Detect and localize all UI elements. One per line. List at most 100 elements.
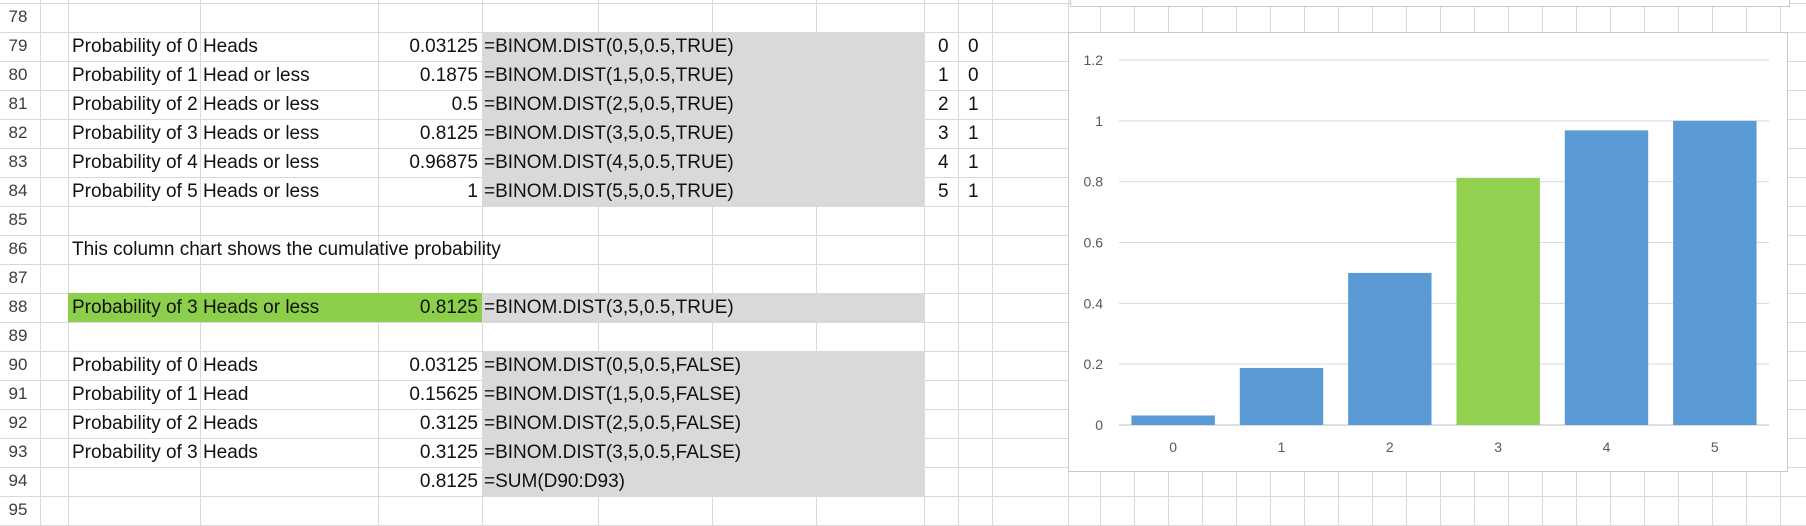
cell-formula[interactable]: =BINOM.DIST(0,5,0.5,TRUE) bbox=[484, 36, 734, 57]
cell-formula[interactable]: =BINOM.DIST(1,5,0.5,TRUE) bbox=[484, 65, 734, 86]
cell-label[interactable]: Probability of 2 Heads or less bbox=[72, 94, 320, 115]
cell-formula[interactable]: =BINOM.DIST(1,5,0.5,FALSE) bbox=[484, 384, 742, 405]
column-chart[interactable]: 0 0.2 0.4 0.6 0.8 1 1.2 0 1 2 3 4 5 bbox=[1068, 32, 1788, 472]
sum-value[interactable]: 0.8125 bbox=[419, 471, 478, 492]
column-gridline bbox=[200, 0, 201, 526]
cell-value[interactable]: 0.03125 bbox=[409, 355, 478, 376]
highlight-value[interactable]: 0.8125 bbox=[419, 297, 478, 318]
row-number[interactable]: 90 bbox=[8, 355, 28, 374]
row-number[interactable]: 84 bbox=[8, 181, 28, 200]
chart-bar bbox=[1673, 120, 1757, 425]
row-number[interactable]: 95 bbox=[8, 500, 28, 519]
row-number[interactable]: 87 bbox=[8, 268, 28, 287]
x-tick-label: 2 bbox=[1386, 439, 1394, 455]
cell-value[interactable]: 0.96875 bbox=[409, 152, 478, 173]
row-gridline bbox=[0, 235, 1806, 236]
formula-cell-fill bbox=[482, 351, 924, 380]
cell-k[interactable]: 4 bbox=[938, 152, 949, 173]
row-number[interactable]: 91 bbox=[8, 384, 28, 403]
cell-label[interactable]: Probability of 0 Heads bbox=[72, 355, 258, 376]
highlight-label[interactable]: Probability of 3 Heads or less bbox=[72, 297, 320, 318]
formula-cell-fill bbox=[482, 467, 924, 496]
cell-value[interactable]: 0.1875 bbox=[419, 65, 478, 86]
cell-formula[interactable]: =BINOM.DIST(2,5,0.5,FALSE) bbox=[484, 413, 742, 434]
cell-flag[interactable]: 1 bbox=[968, 181, 979, 202]
y-tick-label: 0.2 bbox=[1084, 356, 1104, 372]
cell-k[interactable]: 2 bbox=[938, 94, 949, 115]
cell-value[interactable]: 0.5 bbox=[451, 94, 478, 115]
x-tick-label: 0 bbox=[1169, 439, 1177, 455]
chart-bar bbox=[1564, 130, 1649, 425]
formula-cell-fill bbox=[482, 177, 924, 206]
cell-k[interactable]: 3 bbox=[938, 123, 949, 144]
chart-above-frame[interactable] bbox=[1070, 0, 1790, 7]
cell-flag[interactable]: 1 bbox=[968, 123, 979, 144]
cell-formula[interactable]: =BINOM.DIST(4,5,0.5,TRUE) bbox=[484, 152, 734, 173]
row-number[interactable]: 82 bbox=[8, 123, 28, 142]
row-number[interactable]: 92 bbox=[8, 413, 28, 432]
cell-value[interactable]: 0.15625 bbox=[409, 384, 478, 405]
formula-cell-fill bbox=[482, 380, 924, 409]
cell-formula[interactable]: =BINOM.DIST(0,5,0.5,FALSE) bbox=[484, 355, 742, 376]
cell-flag[interactable]: 0 bbox=[968, 65, 979, 86]
cell-value[interactable]: 0.3125 bbox=[419, 413, 478, 434]
formula-cell-fill bbox=[482, 61, 924, 90]
row-number[interactable]: 93 bbox=[8, 442, 28, 461]
cell-flag[interactable]: 1 bbox=[968, 152, 979, 173]
cell-k[interactable]: 0 bbox=[938, 36, 949, 57]
cell-label[interactable]: Probability of 2 Heads bbox=[72, 413, 258, 434]
chart-svg: 0 0.2 0.4 0.6 0.8 1 1.2 0 1 2 3 4 5 bbox=[1084, 52, 1769, 455]
cell-k[interactable]: 1 bbox=[938, 65, 949, 86]
cell-label[interactable]: Probability of 4 Heads or less bbox=[72, 152, 320, 173]
cell-formula[interactable]: =BINOM.DIST(2,5,0.5,TRUE) bbox=[484, 94, 734, 115]
x-tick-label: 1 bbox=[1278, 439, 1286, 455]
cell-label[interactable]: Probability of 3 Heads bbox=[72, 442, 258, 463]
row-number[interactable]: 81 bbox=[8, 94, 28, 113]
cell-label[interactable]: Probability of 1 Head or less bbox=[72, 65, 310, 86]
row-number[interactable]: 89 bbox=[8, 326, 28, 345]
column-gridline bbox=[992, 0, 993, 526]
cell-value[interactable]: 0.03125 bbox=[409, 36, 478, 57]
column-gridline bbox=[924, 0, 925, 526]
column-gridline bbox=[40, 0, 41, 526]
formula-cell-fill bbox=[482, 90, 924, 119]
cell-k[interactable]: 5 bbox=[938, 181, 949, 202]
row-number[interactable]: 78 bbox=[8, 7, 28, 26]
cell-flag[interactable]: 1 bbox=[968, 94, 979, 115]
row-number[interactable]: 86 bbox=[8, 239, 28, 258]
cell-formula[interactable]: =BINOM.DIST(3,5,0.5,TRUE) bbox=[484, 123, 734, 144]
chart-bar bbox=[1456, 177, 1540, 425]
cell-value[interactable]: 0.3125 bbox=[419, 442, 478, 463]
formula-cell-fill bbox=[482, 409, 924, 438]
chart-bar bbox=[1348, 272, 1432, 425]
cell-value[interactable]: 0.8125 bbox=[419, 123, 478, 144]
sum-formula[interactable]: =SUM(D90:D93) bbox=[484, 471, 625, 492]
y-tick-label: 1.2 bbox=[1084, 52, 1104, 68]
row-number[interactable]: 85 bbox=[8, 210, 28, 229]
cell-label[interactable]: Probability of 0 Heads bbox=[72, 36, 258, 57]
cell-label[interactable]: Probability of 1 Head bbox=[72, 384, 249, 405]
formula-cell-fill bbox=[482, 293, 924, 322]
row-number[interactable]: 88 bbox=[8, 297, 28, 316]
chart-bar bbox=[1239, 367, 1324, 425]
y-tick-label: 1 bbox=[1095, 113, 1103, 129]
column-gridline bbox=[378, 0, 379, 526]
cell-formula[interactable]: =BINOM.DIST(3,5,0.5,FALSE) bbox=[484, 442, 742, 463]
cell-flag[interactable]: 0 bbox=[968, 36, 979, 57]
highlight-formula[interactable]: =BINOM.DIST(3,5,0.5,TRUE) bbox=[484, 297, 734, 318]
row-number[interactable]: 80 bbox=[8, 65, 28, 84]
formula-cell-fill bbox=[482, 148, 924, 177]
note-text[interactable]: This column chart shows the cumulative p… bbox=[72, 239, 501, 260]
cell-value[interactable]: 1 bbox=[467, 181, 478, 202]
cell-label[interactable]: Probability of 5 Heads or less bbox=[72, 181, 320, 202]
row-gridline bbox=[0, 264, 1806, 265]
cell-label[interactable]: Probability of 3 Heads or less bbox=[72, 123, 320, 144]
row-number[interactable]: 94 bbox=[8, 471, 28, 490]
formula-cell-fill bbox=[482, 119, 924, 148]
row-number[interactable]: 79 bbox=[8, 36, 28, 55]
x-tick-label: 5 bbox=[1711, 439, 1719, 455]
row-number[interactable]: 83 bbox=[8, 152, 28, 171]
cell-formula[interactable]: =BINOM.DIST(5,5,0.5,TRUE) bbox=[484, 181, 734, 202]
row-gridline bbox=[0, 3, 1806, 4]
